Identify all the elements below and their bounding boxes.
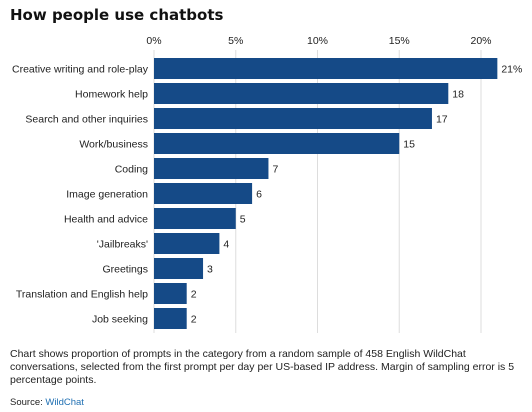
bars [154, 58, 498, 329]
data-label: 4 [223, 239, 229, 251]
bar [154, 308, 187, 329]
source-label: Source: [10, 397, 43, 408]
source-line: Source: WildChat [10, 397, 84, 408]
bar [154, 58, 498, 79]
category-labels: Creative writing and role-play Homework h… [12, 64, 149, 326]
data-label: 2 [191, 314, 197, 326]
x-tick-label: 5% [228, 35, 243, 47]
value-labels: 21% 18 17 15 7 6 5 4 3 2 2 [191, 64, 523, 326]
category-label: Creative writing and role-play [12, 64, 149, 76]
bar [154, 183, 253, 204]
category-label: Coding [115, 164, 148, 176]
category-label: Search and other inquiries [25, 114, 148, 126]
x-tick-label: 20% [470, 35, 491, 47]
data-label: 3 [207, 264, 213, 276]
data-label: 18 [452, 89, 464, 101]
data-label: 5 [240, 214, 246, 226]
chart-title: How people use chatbots [10, 6, 224, 24]
category-label: Greetings [102, 264, 148, 276]
data-label: 6 [256, 189, 262, 201]
bar [154, 83, 449, 104]
bar [154, 233, 220, 254]
data-label: 17 [436, 114, 448, 126]
data-label: 21% [501, 64, 522, 76]
x-tick-label: 10% [307, 35, 328, 47]
chart-note: Chart shows proportion of prompts in the… [10, 348, 515, 386]
bar-chart: 0% 5% 10% 15% 20% Creative writing and role-… [12, 35, 523, 333]
data-label: 7 [272, 164, 278, 176]
x-tick-labels: 0% 5% 10% 15% 20% [146, 35, 491, 47]
category-label: Health and advice [64, 214, 148, 226]
category-label: Work/business [79, 139, 148, 151]
category-label: Translation and English help [16, 289, 148, 301]
x-tick-label: 15% [389, 35, 410, 47]
bar [154, 283, 187, 304]
bar [154, 258, 204, 279]
category-label: Homework help [75, 89, 148, 101]
x-tick-label: 0% [146, 35, 161, 47]
bar [154, 108, 432, 129]
data-label: 15 [403, 139, 415, 151]
category-label: Image generation [66, 189, 148, 201]
category-label: Job seeking [92, 314, 148, 326]
source-link[interactable]: WildChat [45, 397, 84, 408]
bar [154, 208, 236, 229]
category-label: 'Jailbreaks' [97, 239, 148, 251]
bar [154, 133, 400, 154]
data-label: 2 [191, 289, 197, 301]
bar [154, 158, 269, 179]
